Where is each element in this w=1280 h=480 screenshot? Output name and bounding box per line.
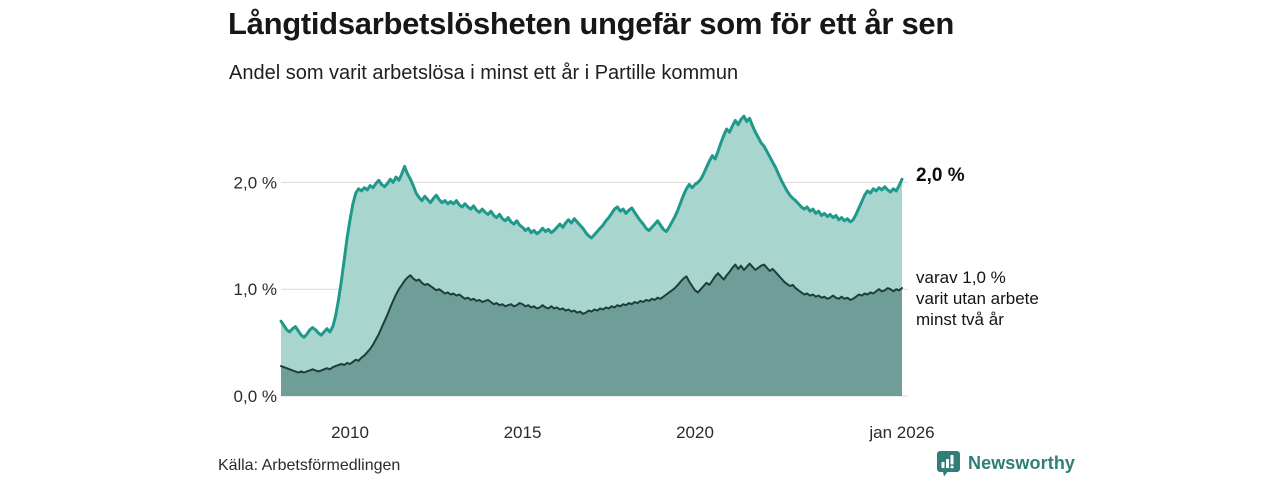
x-tick-label: 2010: [331, 423, 369, 442]
annotation-latest-total: 2,0 %: [916, 165, 965, 186]
x-tick-label: 2015: [504, 423, 542, 442]
newsworthy-logo: Newsworthy: [936, 450, 1075, 477]
logo-exclamation-dot: [950, 465, 954, 469]
newsworthy-logo-text: Newsworthy: [968, 453, 1076, 473]
chart-title: Långtidsarbetslösheten ungefär som för e…: [228, 6, 955, 41]
y-tick-label: 1,0 %: [234, 280, 277, 299]
x-axis-labels: 2010 2015 2020 jan 2026: [331, 423, 935, 442]
y-tick-label: 2,0 %: [234, 173, 277, 192]
logo-bar-small: [941, 462, 945, 468]
y-axis-labels: 0,0 % 1,0 % 2,0 %: [234, 173, 277, 406]
annotation-line-3: minst två år: [916, 310, 1004, 329]
chart-subtitle: Andel som varit arbetslösa i minst ett å…: [229, 62, 739, 84]
annotation-line-1: varav 1,0 %: [916, 268, 1006, 287]
x-tick-label: 2020: [676, 423, 714, 442]
annotation-latest-two-years: varav 1,0 % varit utan arbete minst två …: [916, 267, 1039, 330]
x-tick-label: jan 2026: [868, 423, 934, 442]
y-tick-label: 0,0 %: [234, 387, 277, 406]
logo-bar-medium: [946, 459, 949, 468]
newsworthy-logo-icon: [937, 451, 960, 477]
annotation-line-2: varit utan arbete: [916, 289, 1039, 308]
logo-exclamation-bar: [950, 455, 954, 465]
area-series-two-years: [280, 262, 903, 396]
source-label: Källa: Arbetsförmedlingen: [218, 457, 401, 474]
